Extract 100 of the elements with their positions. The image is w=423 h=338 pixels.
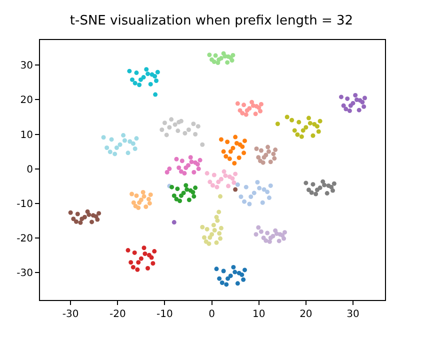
point (152, 249, 157, 254)
point (304, 180, 308, 186)
point (202, 235, 207, 240)
point (324, 191, 330, 196)
point (216, 210, 222, 214)
point (140, 190, 146, 195)
point (242, 268, 247, 272)
point (182, 130, 188, 136)
point (271, 152, 276, 156)
point (309, 190, 314, 195)
point (256, 155, 261, 160)
point (284, 114, 290, 120)
point (250, 100, 254, 104)
x-tick-label: -20 (109, 309, 126, 320)
point (338, 94, 344, 100)
point (232, 270, 238, 274)
point (200, 142, 205, 147)
point (170, 184, 174, 190)
point (329, 184, 334, 190)
point (136, 260, 141, 265)
point (345, 96, 350, 101)
point (258, 148, 264, 153)
point (242, 102, 246, 108)
point (235, 281, 240, 286)
point (232, 161, 237, 166)
point (164, 132, 169, 138)
point (138, 256, 144, 261)
point (184, 166, 188, 170)
point (292, 128, 297, 133)
point (142, 246, 146, 250)
point (244, 108, 250, 113)
point (218, 236, 223, 241)
point (258, 102, 264, 106)
point (118, 142, 122, 147)
point (250, 103, 256, 108)
point (208, 235, 212, 240)
point (144, 67, 149, 72)
point (130, 141, 136, 146)
point (152, 74, 158, 78)
point (255, 180, 260, 185)
x-tick-label: -10 (156, 309, 173, 320)
point (96, 211, 102, 216)
point (312, 122, 317, 126)
point (213, 53, 218, 58)
point (204, 226, 210, 232)
point (138, 77, 143, 82)
point (228, 274, 233, 278)
point (204, 239, 208, 244)
point (192, 170, 196, 174)
point (134, 193, 139, 198)
point (144, 204, 148, 210)
y-tick-label: 20 (20, 95, 33, 106)
point (90, 220, 94, 224)
point (314, 124, 320, 129)
point (109, 137, 114, 142)
point (212, 228, 217, 232)
point (214, 184, 220, 190)
point (310, 182, 316, 187)
point (275, 122, 280, 126)
point (240, 110, 245, 116)
point (299, 134, 304, 139)
point (193, 186, 198, 190)
point (244, 112, 248, 117)
point (265, 230, 270, 236)
point (188, 155, 193, 160)
point (104, 145, 110, 150)
point (134, 70, 139, 76)
point (101, 135, 106, 140)
point (126, 248, 130, 253)
point (208, 180, 212, 184)
point (196, 124, 200, 129)
point (71, 216, 76, 222)
point (174, 196, 179, 202)
point (268, 236, 273, 240)
point (282, 230, 287, 235)
point (253, 112, 258, 116)
point (214, 266, 219, 272)
point (176, 128, 180, 134)
point (186, 128, 191, 132)
point (268, 183, 273, 188)
point (232, 180, 236, 185)
point (306, 188, 311, 192)
point (260, 200, 265, 205)
point (169, 117, 174, 122)
point (224, 282, 229, 287)
point (176, 166, 182, 170)
point (86, 212, 92, 217)
point (276, 238, 282, 244)
point (304, 125, 308, 130)
y-tick-label: -10 (16, 198, 33, 210)
point (225, 140, 230, 144)
x-tick-label: 20 (300, 309, 312, 320)
point (132, 250, 137, 255)
point (272, 156, 277, 161)
point (78, 220, 83, 225)
point (258, 108, 263, 114)
point (254, 232, 258, 237)
point (314, 188, 320, 192)
point (178, 198, 182, 204)
point (167, 166, 172, 172)
